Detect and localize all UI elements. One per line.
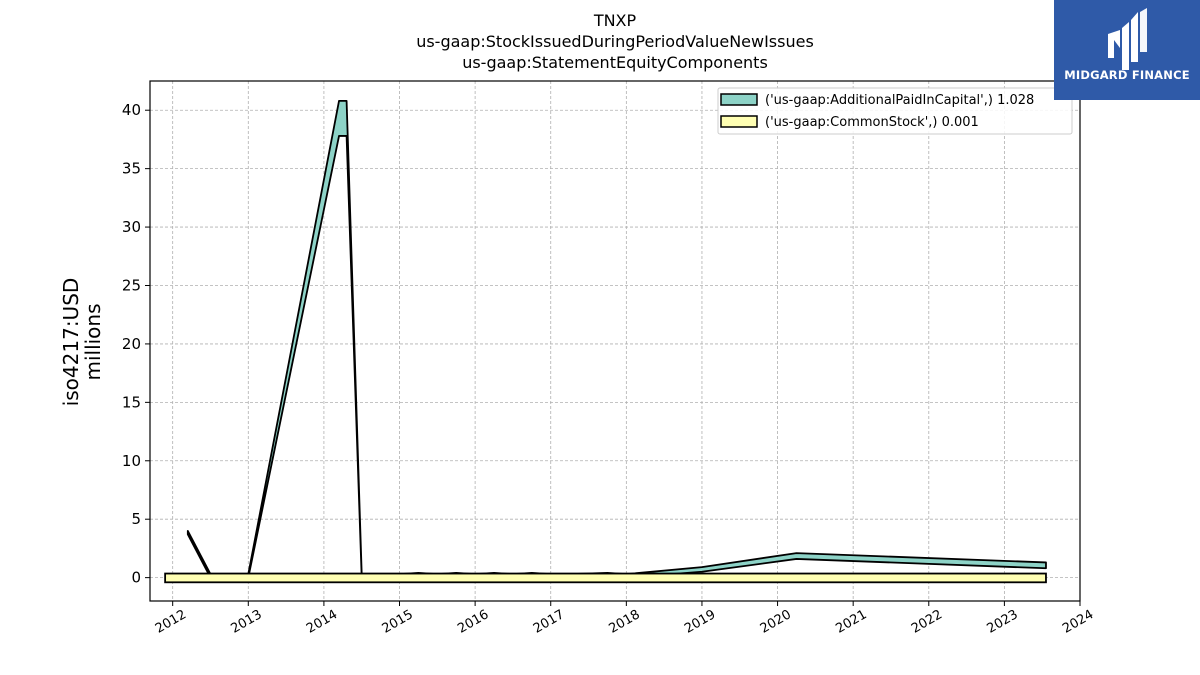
x-tick-label: 2016: [455, 607, 491, 637]
x-tick-label: 2018: [607, 607, 643, 637]
x-tick-label: 2015: [380, 607, 416, 637]
x-tick-label: 2013: [228, 607, 264, 637]
x-tick-label: 2014: [304, 607, 340, 637]
chart-title-line-3: us-gaap:StatementEquityComponents: [462, 53, 768, 72]
y-tick-label: 5: [131, 510, 141, 528]
series-area-common-stock: [164, 572, 1047, 584]
legend-swatch-common-stock: [720, 115, 758, 128]
chart-title-line-2: us-gaap:StockIssuedDuringPeriodValueNewI…: [416, 32, 814, 51]
x-tick-label: 2023: [985, 607, 1021, 637]
axis-ticks: 2012 2013 2014 2015 2016 2017 2018 2019 2020 2021…: [122, 101, 1096, 637]
y-tick-label: 20: [122, 335, 141, 353]
y-tick-label: 15: [122, 393, 141, 411]
x-tick-label: 2020: [758, 607, 794, 637]
x-tick-label: 2012: [153, 607, 189, 637]
x-tick-label: 2017: [531, 607, 567, 637]
legend-swatch-apic: [720, 93, 758, 106]
x-tick-label: 2022: [909, 607, 945, 637]
series-layer: [164, 99, 1047, 584]
y-tick-label: 10: [122, 452, 141, 470]
brand-name: MIDGARD FINANCE: [1064, 68, 1190, 82]
midgard-m-icon: [1108, 8, 1147, 70]
y-tick-label: 30: [122, 218, 141, 236]
chart-title-line-1: TNXP: [593, 11, 637, 30]
x-tick-label: 2021: [833, 607, 869, 637]
legend: ('us-gaap:AdditionalPaidInCapital',) 1.0…: [717, 87, 1073, 135]
series-area-apic: [186, 99, 1047, 579]
y-tick-label: 40: [122, 101, 141, 119]
y-tick-label: 35: [122, 160, 141, 178]
y-tick-label: 0: [131, 569, 141, 587]
brand-logo: MIDGARD FINANCE: [1054, 0, 1200, 100]
x-tick-label: 2024: [1060, 607, 1096, 637]
legend-label-common-stock: ('us-gaap:CommonStock',) 0.001: [765, 115, 979, 130]
grid: [150, 81, 1081, 601]
x-tick-label: 2019: [682, 607, 718, 637]
y-tick-label: 25: [122, 276, 141, 294]
plot-frame: [149, 80, 1081, 602]
chart-title: TNXP us-gaap:StockIssuedDuringPeriodValu…: [150, 10, 1080, 73]
legend-frame: [717, 87, 1073, 135]
legend-label-apic: ('us-gaap:AdditionalPaidInCapital',) 1.0…: [765, 93, 1034, 108]
